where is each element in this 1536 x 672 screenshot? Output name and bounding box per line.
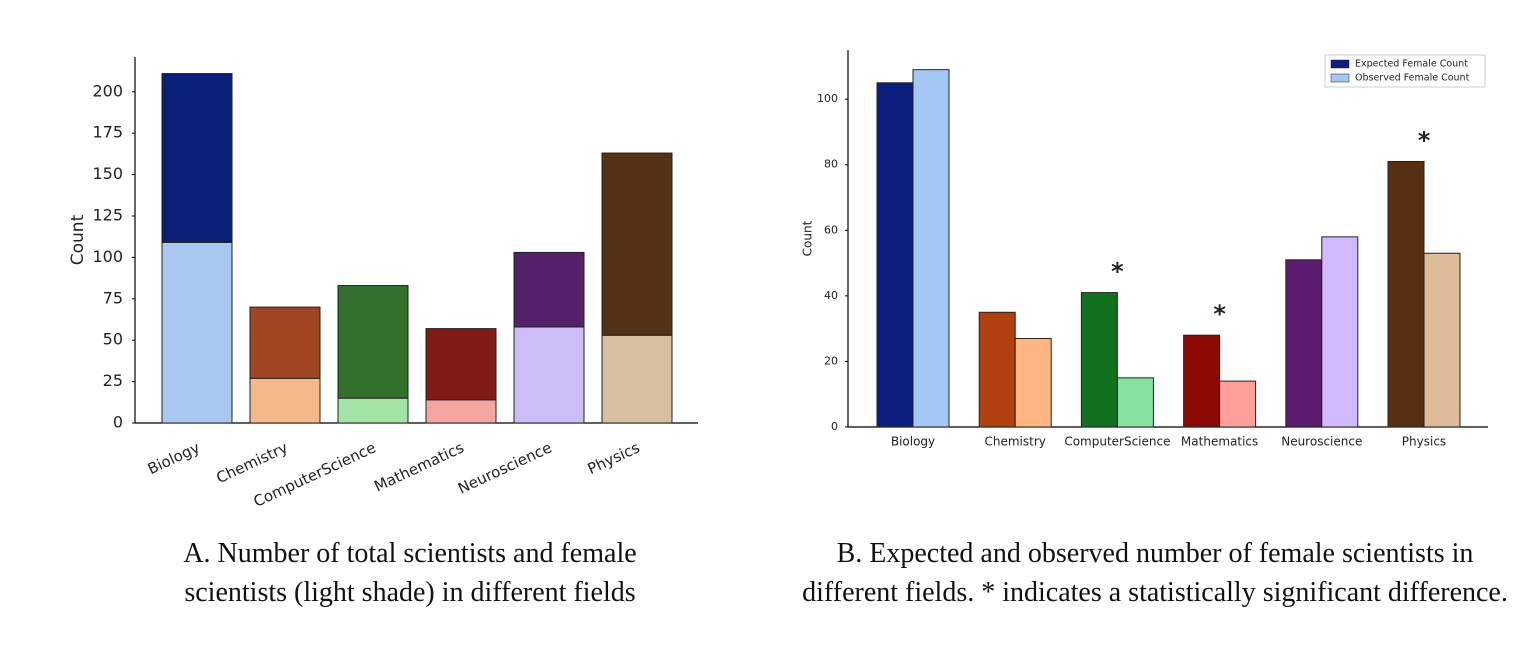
bar — [1387, 160, 1425, 428]
x-tick-label: Neuroscience — [455, 438, 555, 497]
y-tick-label: 0 — [113, 413, 123, 432]
y-tick-label: 75 — [103, 288, 123, 307]
x-tick-label: ComputerScience — [1064, 435, 1170, 449]
bar — [601, 152, 673, 336]
y-tick-label: 200 — [92, 81, 123, 100]
y-tick-label: 0 — [831, 420, 838, 433]
bar — [876, 82, 914, 428]
bar — [425, 328, 497, 401]
x-tick-label: Chemistry — [213, 438, 290, 487]
y-tick-label: 80 — [824, 158, 838, 171]
y-tick-label: 25 — [103, 371, 123, 390]
x-tick-label: Physics — [1402, 435, 1446, 449]
bar — [1285, 259, 1323, 428]
legend-label: Observed Female Count — [1355, 73, 1470, 84]
caption: B. Expected and observed number of femal… — [802, 538, 1508, 608]
x-tick-label: Mathematics — [1181, 435, 1258, 449]
bar — [1321, 236, 1359, 428]
annotation: * — [1111, 258, 1124, 286]
x-tick-label: Neuroscience — [1281, 435, 1362, 449]
bar — [1183, 334, 1221, 428]
y-tick-label: 20 — [824, 354, 838, 367]
bar — [1014, 337, 1052, 428]
y-tick-label: 50 — [103, 330, 123, 349]
x-tick-label: Mathematics — [371, 438, 466, 495]
bar — [161, 73, 233, 243]
bar — [1423, 252, 1461, 428]
x-tick-label: Chemistry — [985, 435, 1046, 449]
x-tick-label: Biology — [891, 435, 935, 449]
y-tick-label: 100 — [817, 92, 838, 105]
annotation: * — [1418, 126, 1431, 154]
bar — [513, 326, 585, 424]
bar — [601, 334, 673, 424]
legend-label: Expected Female Count — [1355, 59, 1468, 70]
y-tick-label: 60 — [824, 223, 838, 236]
bar — [337, 397, 409, 424]
annotation: * — [1213, 300, 1226, 328]
bar — [978, 311, 1016, 428]
y-tick-label: 150 — [92, 164, 123, 183]
bar — [249, 377, 321, 424]
y-tick-label: 100 — [92, 247, 123, 266]
y-axis-label: Count — [68, 214, 88, 265]
y-tick-label: 40 — [824, 289, 838, 302]
bar — [161, 241, 233, 424]
bar — [1080, 292, 1118, 428]
bar — [425, 399, 497, 424]
y-axis-label: Count — [801, 220, 815, 256]
bar — [513, 251, 585, 328]
y-tick-label: 125 — [92, 205, 123, 224]
legend-swatch — [1330, 73, 1350, 83]
bar — [1219, 380, 1257, 428]
bar — [912, 69, 950, 428]
bar — [1116, 377, 1154, 428]
caption: A. Number of total scientists and female… — [183, 538, 637, 608]
x-tick-label: Biology — [145, 438, 203, 478]
y-tick-label: 175 — [92, 123, 123, 142]
bar — [337, 285, 409, 399]
x-tick-label: Physics — [585, 438, 643, 478]
legend-swatch — [1330, 59, 1350, 69]
bar — [249, 306, 321, 379]
legend-box — [1324, 54, 1486, 88]
